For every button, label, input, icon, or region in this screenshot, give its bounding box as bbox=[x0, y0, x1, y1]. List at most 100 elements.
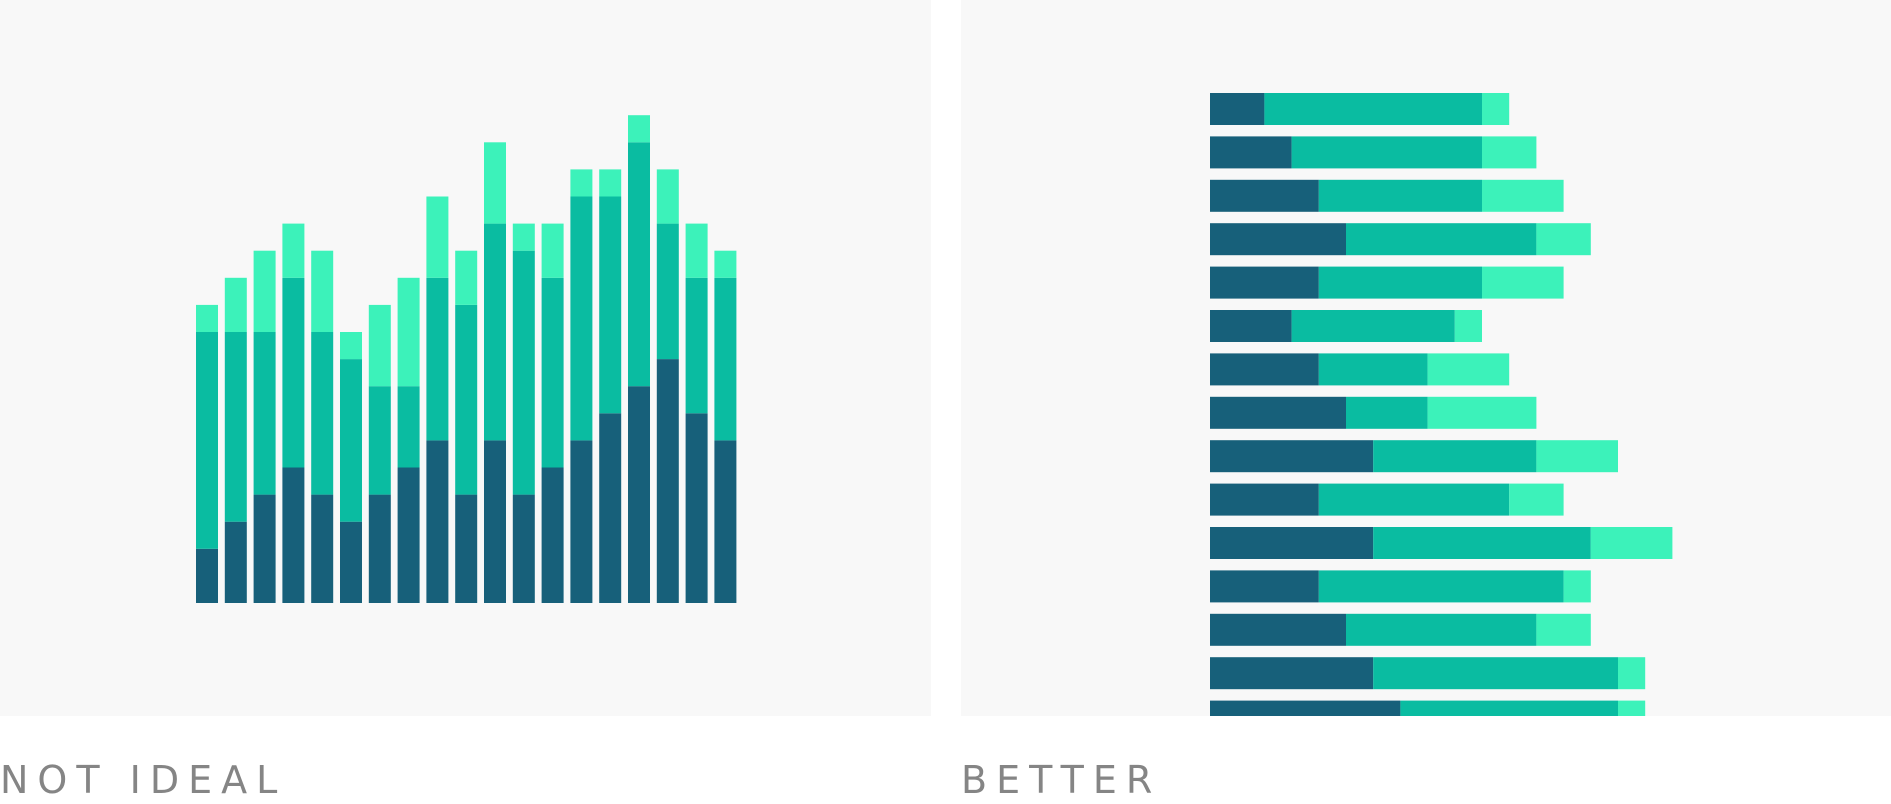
row-3-segment-dark bbox=[1210, 179, 1319, 212]
row-14-segment-light bbox=[1618, 657, 1646, 690]
row-2-segment-light bbox=[1482, 136, 1537, 169]
row-15-segment-dark bbox=[1210, 700, 1401, 716]
bar-6-segment-mid bbox=[340, 359, 362, 522]
row-6-segment-mid bbox=[1291, 310, 1455, 342]
bar-18-segment-mid bbox=[685, 277, 708, 414]
row-12-segment-mid bbox=[1318, 570, 1564, 603]
bar-15-segment-light bbox=[599, 169, 622, 197]
bar-15-segment-dark bbox=[599, 413, 622, 603]
row-6-segment-light bbox=[1454, 310, 1482, 342]
bar-19-segment-mid bbox=[714, 277, 737, 441]
row-11-segment-light bbox=[1590, 527, 1673, 559]
better-caption: BETTER bbox=[961, 758, 1162, 802]
row-10-segment-mid bbox=[1318, 483, 1510, 516]
bar-2-segment-dark bbox=[224, 521, 247, 603]
bar-10-segment-dark bbox=[455, 494, 478, 603]
row-1-segment-light bbox=[1482, 93, 1510, 125]
row-9-segment-mid bbox=[1373, 440, 1537, 473]
row-7-segment-mid bbox=[1318, 353, 1428, 386]
row-12-segment-light bbox=[1563, 570, 1591, 603]
row-3-segment-light bbox=[1482, 179, 1564, 212]
bar-3-segment-mid bbox=[253, 332, 276, 495]
bar-1-segment-light bbox=[196, 304, 218, 332]
bar-7-segment-dark bbox=[368, 494, 391, 603]
bar-8-segment-light bbox=[397, 277, 420, 387]
row-2-segment-mid bbox=[1291, 136, 1482, 169]
row-5-segment-light bbox=[1482, 266, 1564, 299]
row-4-segment-mid bbox=[1346, 223, 1537, 256]
bar-12-segment-mid bbox=[512, 250, 535, 495]
row-1-segment-mid bbox=[1264, 93, 1482, 125]
row-7-segment-light bbox=[1427, 353, 1510, 386]
bar-9-segment-mid bbox=[426, 277, 449, 441]
bar-11-segment-light bbox=[484, 142, 506, 224]
row-10-segment-dark bbox=[1210, 483, 1319, 516]
bar-18-segment-light bbox=[685, 223, 708, 278]
horizontal-stacked-bar-chart bbox=[1210, 93, 1673, 716]
bar-1-segment-dark bbox=[196, 548, 218, 603]
better-panel bbox=[961, 0, 1891, 716]
bar-16-segment-light bbox=[628, 115, 650, 143]
bar-8-segment-mid bbox=[397, 386, 420, 468]
row-5-segment-mid bbox=[1318, 266, 1482, 299]
row-15-segment-mid bbox=[1400, 700, 1618, 716]
row-8-segment-light bbox=[1427, 396, 1537, 429]
bar-3-segment-light bbox=[253, 250, 276, 332]
row-11-segment-mid bbox=[1373, 527, 1591, 559]
row-9-segment-dark bbox=[1210, 440, 1374, 473]
bar-9-segment-dark bbox=[426, 440, 449, 603]
bar-17-segment-mid bbox=[656, 223, 679, 360]
row-1-segment-dark bbox=[1210, 93, 1265, 125]
vertical-stacked-bar-chart bbox=[196, 115, 737, 603]
bar-13-segment-light bbox=[541, 223, 564, 278]
bar-7-segment-mid bbox=[368, 386, 391, 495]
bar-13-segment-dark bbox=[541, 467, 564, 603]
bar-10-segment-light bbox=[455, 250, 478, 305]
row-8-segment-dark bbox=[1210, 396, 1346, 429]
row-14-segment-dark bbox=[1210, 657, 1374, 690]
bar-5-segment-dark bbox=[311, 494, 334, 603]
bar-12-segment-dark bbox=[512, 494, 535, 603]
row-15-segment-light bbox=[1618, 700, 1646, 716]
row-8-segment-mid bbox=[1346, 396, 1428, 429]
row-7-segment-dark bbox=[1210, 353, 1319, 386]
row-3-segment-mid bbox=[1318, 179, 1482, 212]
bar-14-segment-light bbox=[570, 169, 593, 197]
row-13-segment-light bbox=[1536, 613, 1591, 646]
not-ideal-caption: NOT IDEAL bbox=[0, 758, 287, 802]
row-10-segment-light bbox=[1509, 483, 1564, 516]
bar-5-segment-light bbox=[311, 250, 334, 332]
bar-6-segment-light bbox=[340, 332, 362, 360]
row-13-segment-mid bbox=[1346, 613, 1537, 646]
bar-11-segment-mid bbox=[484, 223, 506, 441]
bar-15-segment-mid bbox=[599, 196, 622, 414]
bar-10-segment-mid bbox=[455, 304, 478, 495]
row-13-segment-dark bbox=[1210, 613, 1346, 646]
bar-11-segment-dark bbox=[484, 440, 506, 603]
row-4-segment-dark bbox=[1210, 223, 1346, 256]
row-12-segment-dark bbox=[1210, 570, 1319, 603]
bar-7-segment-light bbox=[368, 304, 391, 387]
bar-19-segment-light bbox=[714, 250, 737, 278]
bar-14-segment-dark bbox=[570, 440, 593, 603]
bar-12-segment-light bbox=[512, 223, 535, 251]
row-11-segment-dark bbox=[1210, 527, 1374, 559]
bar-19-segment-dark bbox=[714, 440, 737, 603]
bar-16-segment-dark bbox=[628, 386, 650, 603]
bar-17-segment-dark bbox=[656, 359, 679, 603]
row-9-segment-light bbox=[1536, 440, 1618, 473]
bar-3-segment-dark bbox=[253, 494, 276, 603]
bar-8-segment-dark bbox=[397, 467, 420, 603]
bar-9-segment-light bbox=[426, 196, 449, 278]
bar-4-segment-dark bbox=[282, 467, 305, 603]
row-6-segment-dark bbox=[1210, 310, 1292, 342]
bar-17-segment-light bbox=[656, 169, 679, 224]
bar-2-segment-light bbox=[224, 277, 247, 332]
bar-18-segment-dark bbox=[685, 413, 708, 603]
bar-4-segment-mid bbox=[282, 277, 305, 468]
bar-13-segment-mid bbox=[541, 277, 564, 468]
bar-2-segment-mid bbox=[224, 332, 247, 522]
row-5-segment-dark bbox=[1210, 266, 1319, 299]
bar-16-segment-mid bbox=[628, 142, 650, 387]
